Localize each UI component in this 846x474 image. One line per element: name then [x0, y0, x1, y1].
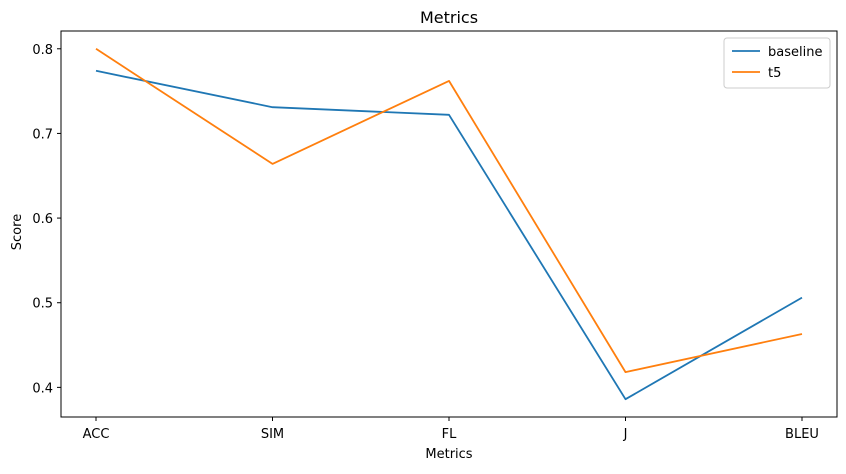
- y-tick-label: 0.5: [32, 297, 53, 312]
- legend-label-t5: t5: [768, 66, 781, 81]
- legend: baseline t5: [723, 37, 831, 89]
- series-line-t5: [95, 48, 803, 374]
- axes-frame: [60, 30, 838, 418]
- y-tick-label: 0.7: [32, 127, 53, 142]
- y-tick-label: 0.6: [32, 212, 53, 227]
- x-tick-label: J: [623, 427, 628, 442]
- y-axis-ticks: 0.4 0.5 0.6 0.7 0.8: [32, 43, 61, 396]
- y-tick-label: 0.4: [32, 381, 53, 396]
- y-axis-label: Score: [10, 214, 25, 250]
- series-layer: [95, 48, 803, 401]
- x-tick-label: SIM: [261, 427, 284, 442]
- legend-label-baseline: baseline: [768, 45, 822, 60]
- x-axis-ticks: ACC SIM FL J BLEU: [83, 417, 819, 442]
- chart-title: Metrics: [420, 8, 478, 27]
- plot-area: [60, 30, 838, 418]
- x-tick-label: BLEU: [785, 427, 819, 442]
- y-tick-label: 0.8: [32, 43, 53, 58]
- series-line-baseline: [95, 69, 803, 401]
- x-tick-label: ACC: [83, 427, 110, 442]
- x-tick-label: FL: [442, 427, 457, 442]
- x-axis-label: Metrics: [425, 447, 472, 462]
